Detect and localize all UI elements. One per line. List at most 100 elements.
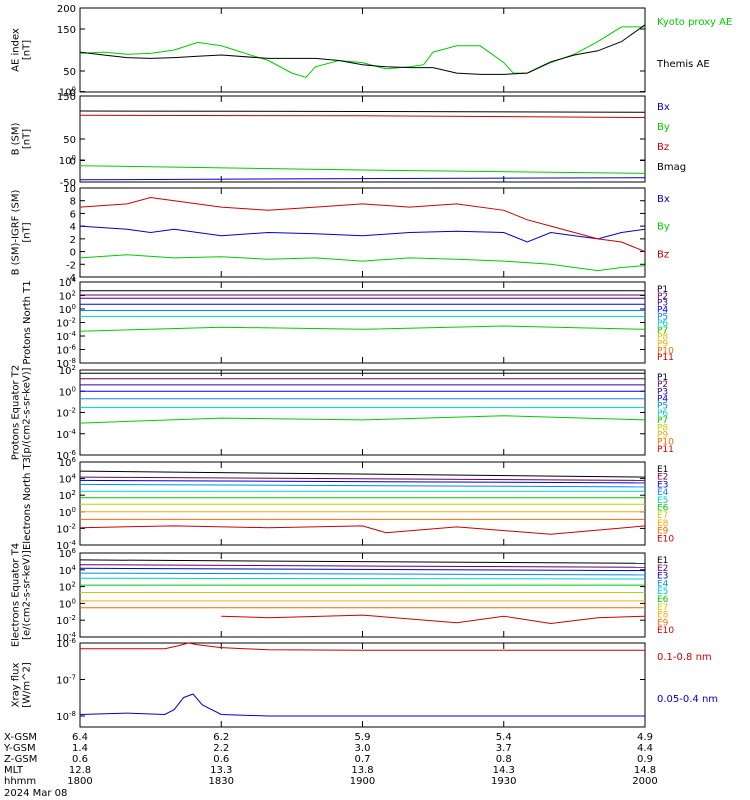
y-axis-label: [e/(cm2-s-sr-keV)] <box>22 550 33 640</box>
y-tick-label: 10-2 <box>56 522 76 535</box>
series-line <box>79 254 646 272</box>
x-row-value: 14.3 <box>493 765 515 776</box>
y-tick-label: 150 <box>57 25 76 36</box>
x-row-value: 6.4 <box>72 732 88 743</box>
series-line <box>79 577 646 580</box>
x-row-value: 1930 <box>491 776 516 787</box>
date-label: 2024 Mar 08 <box>4 788 67 799</box>
x-row-value: 6.2 <box>213 732 229 743</box>
legend-label: Themis AE <box>656 59 710 70</box>
y-tick-label: 10-2 <box>56 317 76 330</box>
x-row-label: Y-GSM <box>3 743 36 754</box>
y-axis-label: Protons Equator T2 <box>11 365 22 461</box>
y-tick-label: 4 <box>70 222 76 233</box>
x-row-value: 1900 <box>350 776 375 787</box>
y-tick-label: 100 <box>59 86 76 99</box>
y-tick-label: -2 <box>66 260 76 271</box>
y-tick-label: 10-4 <box>56 631 76 644</box>
x-row-value: 13.3 <box>210 765 232 776</box>
y-tick-label: 10-6 <box>56 449 76 462</box>
x-row-value: 12.8 <box>69 765 91 776</box>
y-tick-label: 10-2 <box>56 614 76 627</box>
legend-label: E4 <box>657 579 669 589</box>
series-line <box>79 110 646 113</box>
legend-label: E8 <box>657 519 669 529</box>
legend-label: P9 <box>657 340 668 350</box>
x-row-label: Z-GSM <box>4 754 37 765</box>
legend-label: E7 <box>657 511 668 521</box>
series-line <box>79 567 646 572</box>
series-line <box>79 114 646 118</box>
legend-label: P11 <box>657 445 674 455</box>
panel-frame <box>79 369 646 456</box>
legend-label: E5 <box>657 587 668 597</box>
series-line <box>79 165 646 174</box>
legend-label: P2 <box>657 380 668 390</box>
y-axis-label: [W/m^2] <box>22 662 33 708</box>
y-tick-label: 106 <box>59 547 77 560</box>
x-row-value: 0.8 <box>496 754 512 765</box>
legend-label: P1 <box>657 285 668 295</box>
x-row-value: 0.6 <box>72 754 88 765</box>
y-axis-label: Xray flux <box>11 663 22 708</box>
y-tick-label: 10-4 <box>56 428 76 441</box>
x-row-value: 2000 <box>632 776 657 787</box>
x-row-value: 5.4 <box>496 732 512 743</box>
y-tick-label: 100 <box>59 506 76 519</box>
y-axis-label: [nT] <box>22 40 33 60</box>
y-tick-label: 104 <box>59 564 77 577</box>
series-line <box>79 564 646 568</box>
y-tick-label: 10-6 <box>56 637 76 650</box>
series-line <box>79 479 646 484</box>
x-row-label: MLT <box>4 765 24 776</box>
panel-frame <box>79 281 646 364</box>
legend-label: 0.1-0.8 nm <box>657 652 712 663</box>
legend-label: Bmag <box>657 162 686 173</box>
series-line <box>79 693 645 717</box>
y-tick-label: 10-6 <box>56 344 76 357</box>
legend-label: E5 <box>657 496 668 506</box>
legend-label: P11 <box>657 353 674 363</box>
legend-label: P6 <box>657 319 668 329</box>
legend-label: P10 <box>657 438 674 448</box>
legend-label: E10 <box>657 626 674 636</box>
x-row-value: 0.6 <box>213 754 229 765</box>
y-tick-label: 10-2 <box>56 407 76 420</box>
legend-label: 0.05-0.4 nm <box>657 694 718 705</box>
legend-label: P1 <box>657 373 668 383</box>
panel-frame <box>79 187 646 278</box>
legend-label: Kyoto proxy AE <box>657 17 732 28</box>
series-line <box>79 470 646 478</box>
y-tick-label: 102 <box>59 290 76 303</box>
y-tick-label: 106 <box>59 456 77 469</box>
legend-label: E7 <box>657 603 668 613</box>
x-row-value: 14.8 <box>634 765 656 776</box>
y-axis-label: [p/(cm2-s-sr-keV)] <box>22 367 33 457</box>
legend-label: P5 <box>657 402 668 412</box>
legend-label: E6 <box>657 595 669 605</box>
x-row-value: 3.0 <box>355 743 371 754</box>
y-tick-label: 10-8 <box>56 357 76 370</box>
legend-label: P7 <box>657 326 668 336</box>
series-line <box>79 525 646 535</box>
y-tick-label: 0 <box>70 248 76 259</box>
y-tick-label: 10-4 <box>56 539 76 552</box>
x-row-value: 2.2 <box>213 743 229 754</box>
series-line <box>80 642 645 651</box>
legend-label: E6 <box>657 504 669 514</box>
y-tick-label: 100 <box>59 154 76 167</box>
y-tick-label: 150 <box>57 92 76 103</box>
legend-label: P3 <box>657 387 668 397</box>
series-line <box>79 225 646 243</box>
legend-label: E1 <box>657 465 668 475</box>
y-tick-label: 0 <box>70 157 76 168</box>
y-axis-label: [nT] <box>22 222 33 242</box>
x-row-value: 1800 <box>67 776 92 787</box>
y-tick-label: 50 <box>63 135 76 146</box>
series-line <box>79 483 646 488</box>
x-row-value: 5.9 <box>355 732 371 743</box>
legend-label: Bx <box>657 102 670 113</box>
legend-label: P2 <box>657 292 668 302</box>
y-axis-label: B (SM)-IGRF (SM) <box>11 190 22 276</box>
x-row-value: 0.7 <box>355 754 371 765</box>
